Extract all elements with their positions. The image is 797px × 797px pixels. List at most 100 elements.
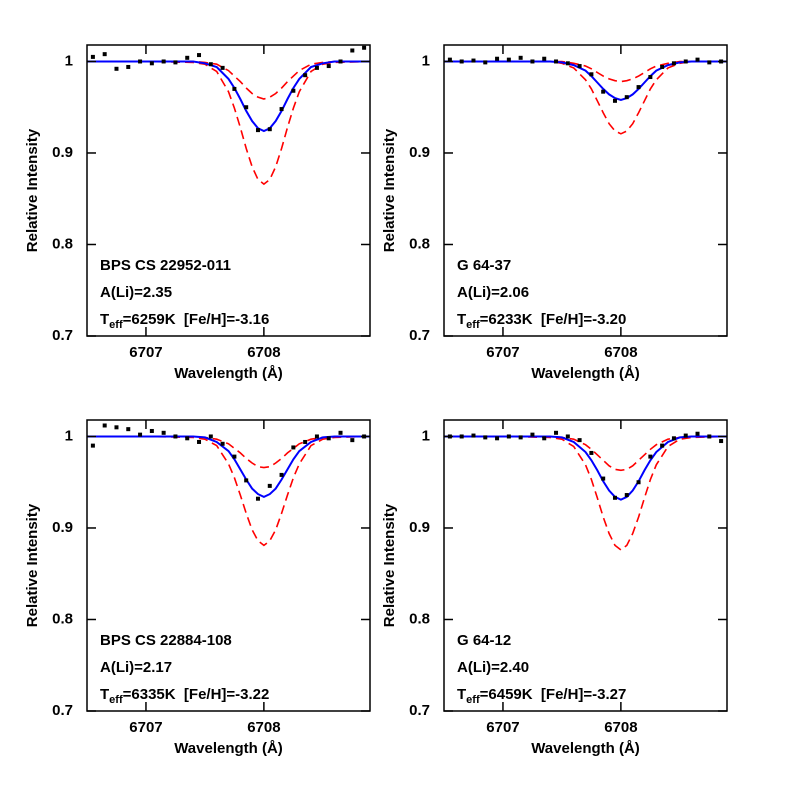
- annotation-subscript: eff: [109, 694, 123, 706]
- y-tick-label: 0.9: [409, 519, 430, 536]
- annotation-subscript: eff: [109, 319, 123, 331]
- observed-point: [173, 60, 178, 65]
- observed-point: [554, 59, 559, 64]
- model-line: [444, 60, 727, 135]
- observed-point: [719, 439, 724, 444]
- observed-point: [114, 66, 119, 71]
- observed-point: [636, 480, 641, 485]
- axes-frame: [443, 44, 728, 337]
- observed-point: [314, 434, 319, 439]
- x-tick-label: 6708: [247, 344, 280, 361]
- y-tick-label: 1: [422, 427, 430, 444]
- observed-point: [624, 95, 629, 100]
- model-line: [87, 435, 370, 469]
- x-tick-label: 6708: [247, 719, 280, 736]
- observed-point: [530, 59, 535, 64]
- model-line: [87, 60, 370, 186]
- observed-point: [683, 433, 688, 438]
- observed-point: [126, 427, 131, 432]
- observed-point: [232, 454, 237, 459]
- annotation-text: =6233K [Fe/H]=-3.20: [480, 311, 627, 328]
- observed-point: [636, 85, 641, 90]
- observed-point: [707, 434, 712, 439]
- annotation: A(Li)=2.40: [457, 659, 529, 676]
- plot-area: [87, 423, 370, 547]
- observed-point: [149, 61, 154, 66]
- observed-point: [577, 64, 582, 69]
- plot-area: [444, 55, 727, 135]
- observed-point: [707, 60, 712, 65]
- observed-point: [90, 54, 95, 59]
- observed-point: [471, 433, 476, 438]
- observed-point: [326, 64, 331, 69]
- observed-point: [565, 434, 570, 439]
- observed-point: [114, 425, 119, 430]
- observed-point: [303, 439, 308, 444]
- model-line: [444, 435, 727, 472]
- annotation-text: =6259K [Fe/H]=-3.16: [123, 311, 270, 328]
- y-tick-label: 1: [65, 52, 73, 69]
- observed-point: [471, 58, 476, 63]
- observed-point: [565, 61, 570, 66]
- observed-point: [362, 45, 367, 50]
- observed-point: [459, 434, 464, 439]
- observed-point: [303, 73, 308, 78]
- observed-point: [255, 496, 260, 501]
- observed-point: [279, 107, 284, 112]
- observed-point: [495, 436, 500, 441]
- observed-point: [267, 127, 272, 132]
- observed-point: [138, 59, 143, 64]
- annotation-symbol: T: [457, 686, 466, 703]
- observed-point: [232, 86, 237, 91]
- observed-point: [483, 60, 488, 65]
- observed-point: [161, 430, 166, 435]
- plot-area: [444, 430, 727, 551]
- observed-point: [220, 441, 225, 446]
- observed-point: [660, 443, 665, 448]
- x-axis-label: Wavelength (Å): [531, 365, 640, 382]
- observed-point: [291, 445, 296, 450]
- annotation-subscript: eff: [466, 319, 480, 331]
- panel: 0.7 0.8 0.9 1 6707 6708 Wavelength (Å) Relative…: [381, 44, 728, 382]
- observed-point: [483, 435, 488, 440]
- observed-point: [173, 434, 178, 439]
- x-tick-label: 6707: [486, 719, 519, 736]
- observed-point: [350, 438, 355, 443]
- observed-point: [506, 434, 511, 439]
- observed-point: [624, 493, 629, 498]
- observed-point: [671, 436, 676, 441]
- x-axis-label: Wavelength (Å): [174, 740, 283, 757]
- observed-point: [542, 436, 547, 441]
- y-tick-label: 1: [422, 52, 430, 69]
- y-tick-label: 0.7: [52, 702, 73, 719]
- annotation: A(Li)=2.17: [100, 659, 172, 676]
- y-tick-label: 0.8: [409, 610, 430, 627]
- observed-point: [459, 59, 464, 64]
- annotation: Teff=6259K [Fe/H]=-3.16: [100, 311, 269, 331]
- observed-point: [326, 436, 331, 441]
- annotation: A(Li)=2.06: [457, 284, 529, 301]
- annotation: A(Li)=2.35: [100, 284, 172, 301]
- observed-point: [197, 439, 202, 444]
- y-tick-label: 0.8: [52, 610, 73, 627]
- observed-point: [506, 57, 511, 62]
- observed-point: [338, 59, 343, 64]
- observed-point: [612, 98, 617, 103]
- observed-point: [683, 59, 688, 64]
- observed-point: [208, 434, 213, 439]
- x-axis-label: Wavelength (Å): [174, 365, 283, 382]
- y-tick-label: 0.7: [409, 702, 430, 719]
- observed-point: [648, 454, 653, 459]
- y-tick-label: 1: [65, 427, 73, 444]
- observed-point: [90, 443, 95, 448]
- observed-point: [695, 57, 700, 62]
- y-tick-label: 0.8: [409, 235, 430, 252]
- observed-point: [208, 62, 213, 67]
- y-tick-label: 0.7: [409, 327, 430, 344]
- observed-point: [185, 55, 190, 60]
- x-tick-label: 6707: [129, 344, 162, 361]
- y-tick-label: 0.9: [52, 144, 73, 161]
- annotation: Teff=6233K [Fe/H]=-3.20: [457, 311, 626, 331]
- observed-point: [267, 483, 272, 488]
